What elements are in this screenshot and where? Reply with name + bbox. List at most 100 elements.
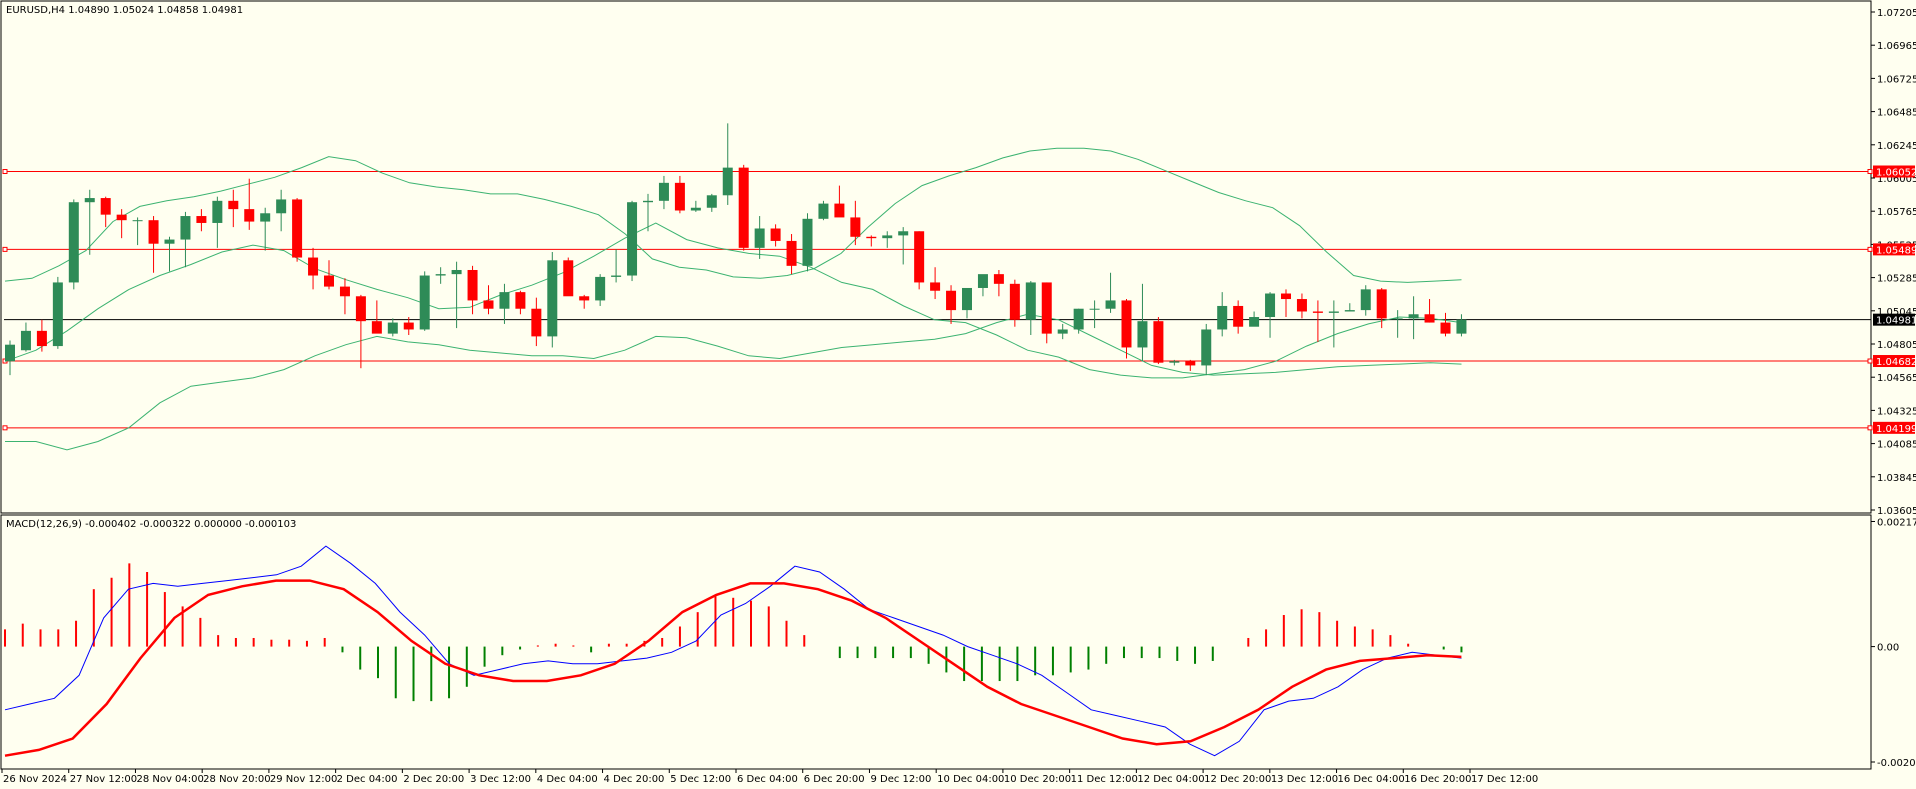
- main-panel-frame: [0, 0, 1872, 514]
- candle-body: [1041, 282, 1052, 334]
- candle-body: [499, 292, 510, 309]
- candle-body: [467, 269, 478, 301]
- candle-body: [419, 275, 430, 330]
- candle-body: [1281, 293, 1291, 300]
- price-badges: 1.06052 1.05489 1.04682 1.04199 1.04981: [1873, 165, 1916, 435]
- candle-body: [84, 198, 95, 203]
- price-tick-label: 1.04565: [1877, 373, 1916, 384]
- bollinger-upper-line: [4, 147, 1462, 283]
- candle-body: [1105, 300, 1116, 309]
- candle-body: [563, 260, 574, 297]
- candle-body: [1328, 311, 1339, 313]
- candle-body: [403, 322, 414, 330]
- time-tick-label: 29 Nov 12:00: [270, 774, 337, 785]
- candle-body: [595, 276, 606, 301]
- level-badge-label: 1.05489: [1876, 245, 1916, 256]
- candle-body: [276, 199, 287, 214]
- macd-tick-label: -0.00201: [1877, 758, 1916, 769]
- candle-body: [435, 274, 446, 276]
- candle-body: [1137, 321, 1148, 348]
- candle-body: [1153, 321, 1164, 363]
- candle-body: [1296, 299, 1307, 312]
- time-tick-label: 5 Dec 12:00: [670, 774, 731, 785]
- candle-body: [658, 182, 669, 201]
- candle-body: [1376, 289, 1387, 319]
- price-tick-label: 1.06965: [1877, 41, 1916, 52]
- candle-body: [451, 269, 462, 275]
- candle-body: [1344, 310, 1355, 312]
- price-tick-label: 1.05765: [1877, 207, 1916, 218]
- candle-body: [977, 274, 988, 288]
- candle-body: [164, 239, 175, 244]
- candle-body: [786, 240, 797, 266]
- candle-body: [1057, 329, 1068, 334]
- candle-body: [627, 202, 638, 276]
- candle-body: [866, 236, 877, 239]
- level-badge: [1873, 165, 1915, 178]
- candle-body: [339, 286, 350, 297]
- time-tick-label: 2 Dec 20:00: [403, 774, 464, 785]
- candle-body: [1169, 361, 1180, 363]
- bollinger-lower-line: [5, 313, 1462, 451]
- time-tick-label: 9 Dec 12:00: [870, 774, 931, 785]
- candle-body: [387, 322, 398, 334]
- level-badge-label: 1.06052: [1876, 167, 1916, 178]
- candle-body: [196, 216, 207, 223]
- macd-header: MACD(12,26,9) -0.000402 -0.000322 0.0000…: [6, 519, 296, 530]
- candle-body: [1249, 317, 1260, 327]
- macd-lines: [4, 545, 1462, 757]
- price-tick-label: 1.04085: [1877, 440, 1916, 451]
- candle-body: [754, 228, 765, 248]
- candle-body: [547, 260, 558, 337]
- candle-body: [1201, 329, 1212, 366]
- time-tick-label: 12 Dec 04:00: [1137, 774, 1204, 785]
- candle-body: [930, 282, 941, 291]
- macd-tick-label: 0.00: [1877, 643, 1899, 654]
- candle-body: [1392, 318, 1403, 320]
- candle-body: [690, 207, 701, 211]
- time-tick-label: 16 Dec 20:00: [1404, 774, 1471, 785]
- time-tick-label: 3 Dec 12:00: [470, 774, 531, 785]
- candle-body: [674, 182, 685, 211]
- candle-body: [579, 296, 590, 301]
- candle-body: [643, 200, 653, 203]
- price-tick-label: 1.06245: [1877, 141, 1916, 152]
- candle-body: [1456, 319, 1467, 334]
- price-tick-label: 1.04805: [1877, 340, 1916, 351]
- candle-body: [531, 308, 542, 337]
- main-header: EURUSD,H4 1.04890 1.05024 1.04858 1.0498…: [6, 5, 243, 16]
- candle-body: [770, 228, 781, 241]
- time-tick-label: 6 Dec 20:00: [804, 774, 865, 785]
- level-badge-label: 1.04199: [1876, 424, 1916, 435]
- current-price-badge-label: 1.04981: [1876, 316, 1916, 327]
- price-tick-label: 1.03605: [1877, 506, 1916, 517]
- candle-body: [1121, 300, 1132, 348]
- time-tick-label: 11 Dec 12:00: [1071, 774, 1138, 785]
- time-tick-label: 4 Dec 20:00: [604, 774, 665, 785]
- level-handle-right: [1867, 358, 1873, 364]
- candle-body: [722, 167, 733, 196]
- level-handle-left: [2, 168, 8, 174]
- macd-tick-label: 0.002179: [1877, 517, 1916, 528]
- time-tick-label: 26 Nov 2024: [3, 774, 67, 785]
- candle-body: [882, 235, 893, 239]
- candle-body: [898, 231, 909, 236]
- price-tick-label: 1.05045: [1877, 307, 1916, 318]
- candle-body: [515, 292, 526, 309]
- candles: [5, 123, 1467, 376]
- candle-body: [993, 274, 1004, 284]
- candle-body: [1217, 305, 1228, 330]
- candle-body: [818, 203, 829, 219]
- price-tick-label: 1.03845: [1877, 473, 1916, 484]
- candle-body: [706, 195, 717, 208]
- bollinger-bands: [4, 147, 1462, 451]
- time-tick-label: 27 Nov 12:00: [70, 774, 137, 785]
- macd-line: [4, 545, 1462, 757]
- time-tick-label: 10 Dec 04:00: [937, 774, 1004, 785]
- time-tick-label: 4 Dec 04:00: [537, 774, 598, 785]
- candle-body: [1424, 314, 1435, 323]
- candle-body: [228, 200, 239, 210]
- level-badge-label: 1.04682: [1876, 357, 1916, 368]
